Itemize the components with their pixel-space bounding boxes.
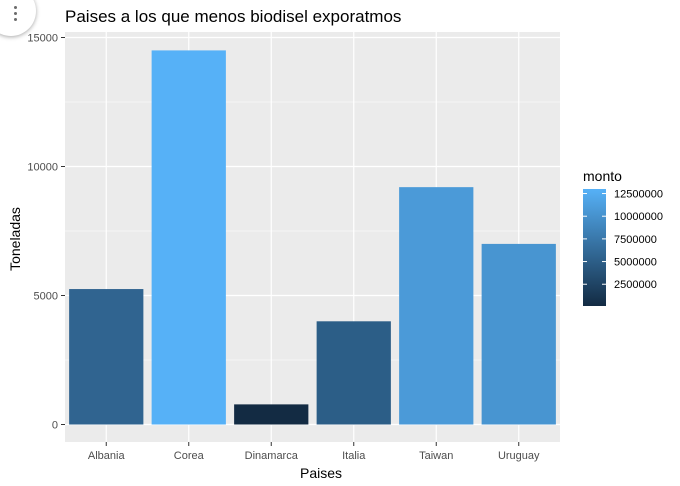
bar (399, 187, 474, 425)
legend-label: 7500000 (614, 234, 657, 246)
legend-label: 10000000 (614, 211, 663, 223)
bar (316, 321, 391, 425)
legend-colorbar (583, 189, 606, 306)
y-axis-label: Toneladas (7, 207, 23, 271)
bar (481, 243, 556, 425)
y-tick-label: 5000 (34, 291, 58, 303)
legend-label: 5000000 (614, 257, 657, 269)
y-tick-label: 10000 (27, 162, 58, 174)
x-tick-label: Corea (174, 450, 205, 462)
bar (234, 404, 309, 425)
menu-dot-icon (14, 12, 17, 15)
y-tick-label: 0 (52, 420, 58, 432)
chart-title: Paises a los que menos biodisel exporatm… (65, 7, 401, 26)
legend-label: 12500000 (614, 189, 663, 201)
menu-dot-icon (14, 6, 17, 9)
x-axis-label: Paises (300, 465, 342, 481)
x-tick-label: Albania (88, 450, 126, 462)
menu-dot-icon (14, 18, 17, 21)
bar (69, 289, 144, 425)
legend-title: monto (583, 168, 622, 184)
plot-panel (65, 32, 560, 442)
bar (151, 50, 226, 425)
y-tick-label: 15000 (27, 33, 58, 45)
x-tick-label: Uruguay (498, 450, 540, 462)
x-tick-label: Taiwan (419, 450, 453, 462)
x-tick-label: Italia (342, 450, 366, 462)
x-tick-label: Dinamarca (245, 450, 299, 462)
legend-label: 2500000 (614, 279, 657, 291)
